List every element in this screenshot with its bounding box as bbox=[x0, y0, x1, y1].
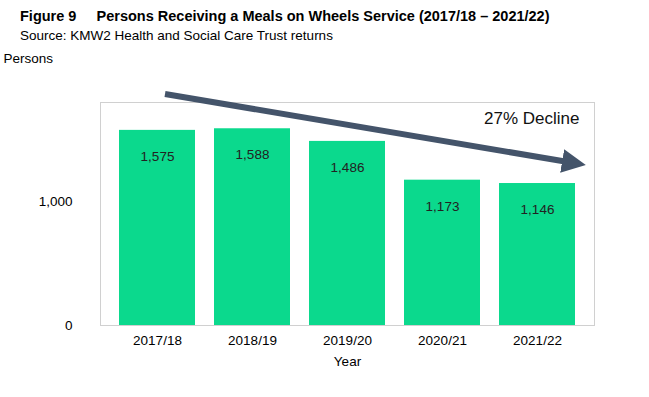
svg-text:2017/18: 2017/18 bbox=[133, 333, 182, 348]
svg-text:2019/20: 2019/20 bbox=[323, 333, 372, 348]
html-text:Source: KMW2 Health and Social: Source: KMW2 Health and Social Care Trus… bbox=[20, 28, 333, 43]
svg-text:2020/21: 2020/21 bbox=[418, 333, 467, 348]
html-text:Figure 9 Persons Receiving a M: Figure 9 Persons Receiving a Meals on Wh… bbox=[20, 8, 550, 24]
svg-text:0: 0 bbox=[65, 318, 73, 333]
svg-text:1,173: 1,173 bbox=[426, 198, 460, 213]
svg-text:Year: Year bbox=[334, 354, 362, 369]
html-text:27% Decline: 27% Decline bbox=[484, 109, 580, 128]
svg-text:Persons: Persons bbox=[4, 51, 54, 66]
svg-text:1,486: 1,486 bbox=[331, 160, 365, 175]
svg-text:2018/19: 2018/19 bbox=[228, 333, 277, 348]
svg-text:1,000: 1,000 bbox=[39, 194, 73, 209]
svg-text:1,575: 1,575 bbox=[141, 149, 175, 164]
svg-text:1,588: 1,588 bbox=[236, 147, 270, 162]
svg-text:1,146: 1,146 bbox=[521, 202, 555, 217]
svg-text:2021/22: 2021/22 bbox=[513, 333, 562, 348]
